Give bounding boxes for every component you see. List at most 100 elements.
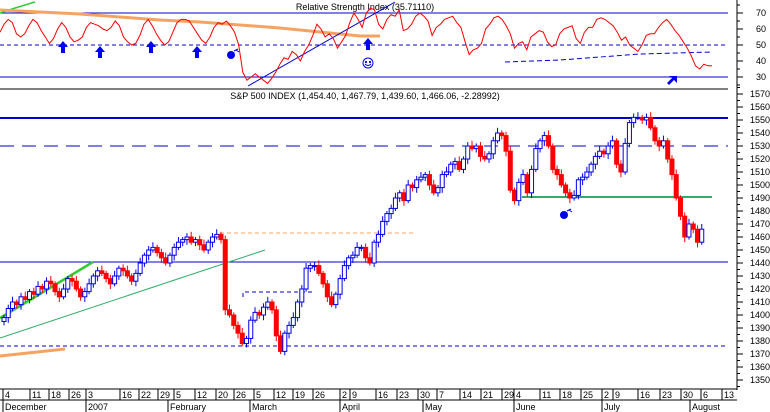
candle <box>584 171 590 178</box>
candle <box>56 291 62 298</box>
candle <box>422 174 428 178</box>
x-day-label: 20 <box>218 390 228 400</box>
candle <box>665 140 671 160</box>
candle <box>333 293 339 306</box>
candle <box>478 145 484 157</box>
price-tick-label: 1400 <box>750 310 770 320</box>
price-tick-label: 1550 <box>750 115 770 125</box>
candle <box>239 332 245 345</box>
candle <box>1 317 7 323</box>
price-tick-label: 1430 <box>750 271 770 281</box>
rsi-title: Relative Strength Index (35.71110) <box>296 2 434 12</box>
candle <box>286 324 292 334</box>
rsi-trendlines <box>0 1 713 87</box>
candle <box>358 246 364 249</box>
candle <box>184 236 190 241</box>
candle <box>252 311 258 321</box>
candle <box>354 246 360 256</box>
x-day-label: 9 <box>352 390 357 400</box>
candle <box>618 163 624 173</box>
candle <box>490 140 496 155</box>
rsi-tick-label: 40 <box>756 56 766 66</box>
candle <box>503 135 509 152</box>
candle <box>520 174 526 183</box>
candle <box>388 207 394 215</box>
candle <box>456 161 462 170</box>
x-month-label: July <box>604 402 621 412</box>
x-day-label: 4 <box>516 390 521 400</box>
rsi-annotations <box>58 38 677 85</box>
x-day-label: 11 <box>542 390 551 400</box>
candle <box>61 288 67 298</box>
price-tick-label: 1570 <box>750 89 770 99</box>
candle <box>341 265 347 280</box>
price-tick-label: 1380 <box>750 336 770 346</box>
bomb-icon <box>227 48 240 59</box>
candle <box>363 246 369 259</box>
x-day-label: 29 <box>160 390 170 400</box>
rsi-panel: Relative Strength Index (35.71110) <box>0 1 728 90</box>
candle <box>150 246 156 251</box>
candle <box>175 241 181 248</box>
candle <box>380 220 386 235</box>
candle <box>546 135 552 147</box>
candle <box>571 194 577 199</box>
candle <box>35 285 41 295</box>
candle <box>690 223 696 230</box>
green-thin-trend <box>0 249 266 339</box>
candle <box>452 161 458 165</box>
x-month-label: March <box>252 402 277 412</box>
candle <box>226 309 232 316</box>
price-tick-label: 1530 <box>750 141 770 151</box>
x-month-label: May <box>425 402 443 412</box>
candlesticks <box>1 112 705 356</box>
candle <box>622 142 628 173</box>
candle <box>648 116 654 129</box>
x-day-label: 22 <box>141 390 151 400</box>
candle <box>652 127 658 142</box>
candle <box>409 184 415 189</box>
candle <box>209 236 215 243</box>
x-day-label: 9 <box>615 390 620 400</box>
x-month-label: August <box>692 402 721 412</box>
candle <box>626 122 632 144</box>
candle <box>90 275 96 285</box>
x-day-label: 7 <box>439 390 444 400</box>
candle <box>677 197 683 217</box>
candle <box>405 184 411 202</box>
x-day-label: 12 <box>197 390 207 400</box>
candle <box>52 283 58 293</box>
x-day-label: 12 <box>276 390 286 400</box>
candle <box>192 239 198 243</box>
blue-dashed-box <box>242 291 312 297</box>
candle <box>5 308 11 319</box>
candle <box>673 174 679 199</box>
up-arrow-icon <box>95 46 105 58</box>
x-day-label: 16 <box>122 390 132 400</box>
candle <box>158 252 164 259</box>
candle <box>69 278 75 282</box>
price-tick-label: 1390 <box>750 323 770 333</box>
x-day-label: 16 <box>378 390 388 400</box>
candle <box>235 324 241 334</box>
price-title: S&P 500 INDEX (1,454.40, 1,467.79, 1,439… <box>230 91 500 101</box>
rsi-reference-lines <box>0 12 728 78</box>
candle <box>486 153 492 160</box>
candle <box>448 163 454 173</box>
price-panel: S&P 500 INDEX (1,454.40, 1,467.79, 1,439… <box>0 91 728 358</box>
candle <box>337 278 343 295</box>
candle <box>656 140 662 147</box>
candle <box>401 192 407 202</box>
candle <box>137 262 143 274</box>
x-day-label: 25 <box>583 390 593 400</box>
candle <box>605 145 611 155</box>
up-arrow-icon <box>192 46 202 58</box>
candle <box>141 254 147 264</box>
candle <box>120 267 126 272</box>
candle <box>22 296 28 300</box>
orange-descending-resistance <box>0 8 380 38</box>
candle <box>167 254 173 264</box>
candle <box>609 140 615 147</box>
x-day-label: 2 <box>604 390 609 400</box>
candle <box>418 176 424 181</box>
